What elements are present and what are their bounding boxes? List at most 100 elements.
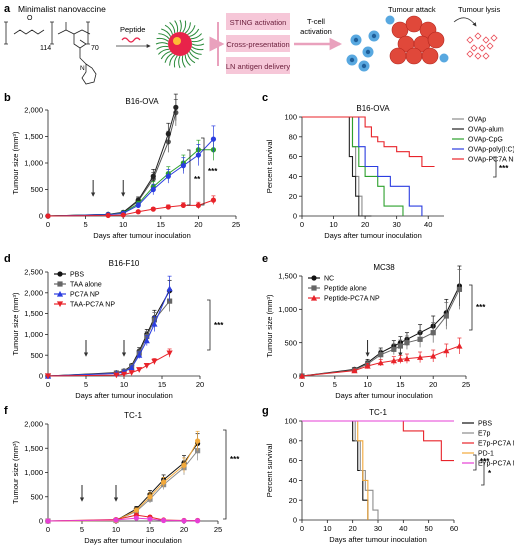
legend-label: PD-1 (478, 451, 494, 458)
chart-c: B16-OVA 0 10 20 30 40 0 20 40 60 80 100 Days after t… (265, 104, 514, 240)
tcell-nucleus (361, 63, 367, 69)
chart-d-title: B16-F10 (109, 259, 140, 268)
y-tick-label: 0 (293, 372, 297, 381)
data-point (443, 313, 449, 319)
tumour-cell-icon (427, 31, 445, 49)
data-point (430, 330, 436, 336)
nanoparticle-highlight (173, 37, 181, 45)
y-tick-label: 80 (289, 436, 297, 445)
peg-chain-line (190, 33, 203, 40)
panel-a-schematic: a Minimalist nanovaccine O 114 70 N Pept… (4, 3, 500, 85)
series-line (47, 112, 177, 217)
survival-step-line (302, 116, 423, 216)
legend-label: OVAp-CpG (468, 137, 503, 144)
legend-label: OVAp (468, 117, 486, 124)
series-taa-pc7a-np (44, 348, 173, 380)
sig-bracket (493, 156, 497, 178)
legend-marker (56, 290, 64, 297)
data-point (151, 320, 158, 327)
panel-a-letter: a (4, 3, 11, 15)
peg-chain-line (164, 24, 174, 35)
tcell-nucleus (353, 37, 359, 43)
data-point (377, 359, 384, 366)
peg-chain-line (158, 33, 170, 40)
ln-delivery-label: LN antigen delivery (226, 62, 290, 71)
chart-c-title: B16-OVA (356, 104, 390, 113)
data-point (165, 173, 171, 179)
tumour-cell-icon (389, 47, 407, 65)
x-tick-label: 25 (214, 525, 222, 534)
data-point (391, 346, 397, 352)
tcell-cluster-icon (346, 30, 380, 72)
polymer-sub-114: 114 (40, 45, 51, 52)
data-point (195, 202, 201, 208)
peg-chain-line (191, 43, 205, 46)
series-line (47, 300, 170, 377)
data-point (403, 355, 411, 362)
polymer-structure (4, 21, 97, 85)
chart-g: TC-1 0 10 20 30 40 50 60 0 20 40 60 80 100 Days after … (265, 408, 514, 544)
x-axis-label: Days after tumour inoculation (93, 231, 191, 240)
legend-label: Peptide alone (324, 286, 367, 293)
legend-label: PBS (70, 272, 84, 279)
peg-chain-line (161, 28, 172, 37)
tumour-cell-icon (421, 47, 439, 65)
y-tick-label: 0 (39, 372, 43, 381)
x-tick-label: 25 (232, 220, 240, 229)
legend-label: PC7A NP (70, 292, 100, 299)
data-point (195, 152, 201, 158)
y-tick-label: 2,000 (24, 288, 43, 297)
sig-stars: *** (499, 164, 509, 173)
data-point (120, 371, 128, 378)
legend-label: PBS (478, 421, 492, 428)
peptide-icon (121, 37, 141, 43)
sig-stars: *** (476, 303, 486, 312)
data-point (166, 285, 173, 292)
peg-chain-line (189, 28, 200, 38)
data-point (180, 163, 186, 169)
y-tick-label: 2,500 (24, 268, 43, 277)
peg-chain-line (184, 22, 191, 34)
series-3 (45, 512, 201, 524)
sig-bracket (201, 137, 205, 206)
sig-bracket (223, 429, 227, 520)
lysis-fragment-icon (486, 42, 494, 50)
x-tick-label: 15 (158, 380, 166, 389)
sig-bracket (207, 299, 211, 351)
data-point (133, 507, 139, 513)
x-axis-label: Days after tumour inoculation (329, 535, 427, 544)
legend-marker (57, 271, 63, 277)
data-point (113, 372, 120, 379)
x-tick-label: 0 (300, 524, 304, 533)
sig-stars: *** (480, 457, 490, 466)
legend-marker (311, 275, 317, 281)
legend-label: Peptide-PC7A NP (324, 296, 380, 303)
x-tick-label: 10 (329, 220, 337, 229)
series-line (47, 138, 214, 217)
lysis-fragment-icon (482, 52, 490, 60)
y-tick-label: 40 (289, 172, 297, 181)
data-point (210, 197, 217, 203)
legend-label: E7p-PC7A NP+PD-1 (478, 461, 514, 468)
peg-chain-line (156, 37, 169, 42)
peg-chain-line (160, 50, 171, 60)
y-axis-label: Tumour size (mm³) (11, 131, 20, 195)
data-point (133, 515, 139, 521)
x-tick-label: 20 (196, 380, 204, 389)
peg-chain-line (156, 45, 169, 50)
survival-step-line (302, 420, 379, 520)
attacking-tcell-icon (385, 15, 395, 25)
series-0 (45, 433, 201, 524)
data-point (210, 136, 217, 142)
y-tick-label: 0 (39, 212, 43, 221)
lysis-fragment-icon (466, 50, 474, 58)
series-pc7a-np (44, 275, 173, 379)
data-point (161, 479, 167, 485)
peg-chain-line (191, 46, 204, 51)
data-point (397, 343, 403, 349)
legend-marker (310, 294, 318, 301)
data-point (195, 518, 201, 524)
data-point (195, 448, 201, 454)
tcell-label-2: activation (300, 27, 332, 36)
